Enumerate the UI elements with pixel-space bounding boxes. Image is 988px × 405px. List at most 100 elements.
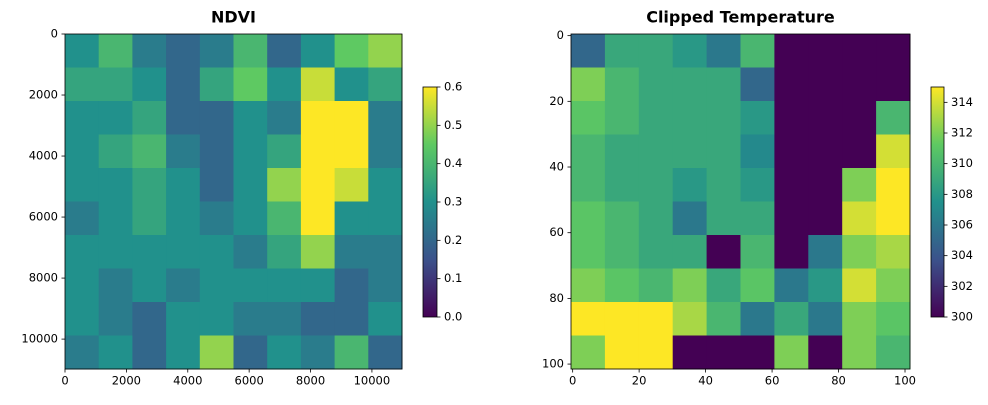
heat-cell (233, 235, 268, 269)
heat-cell (65, 335, 100, 370)
heat-cell (706, 101, 741, 135)
x-tick-label: 60 (765, 374, 780, 388)
y-tick-label: 60 (549, 225, 564, 239)
heat-cell (300, 134, 336, 169)
heat-cell (808, 201, 843, 236)
heat-cell (199, 302, 234, 336)
heat-cell (638, 34, 674, 68)
y-tick-label: 8000 (29, 271, 58, 285)
heat-cell (368, 201, 403, 236)
heat-cell (166, 101, 201, 135)
heat-cell (876, 201, 911, 236)
heat-cell (368, 67, 403, 102)
heat-cell (672, 335, 708, 370)
x-tick-label: 6000 (235, 374, 264, 388)
heat-cell (98, 302, 133, 336)
heat-cell (267, 134, 302, 169)
heat-cell (334, 134, 369, 169)
heat-cell (368, 335, 403, 370)
heat-cell (132, 302, 167, 336)
heat-cell (98, 235, 133, 269)
heat-cell (98, 134, 133, 169)
heat-cell (842, 168, 877, 202)
colorbar (422, 86, 438, 318)
heat-cell (842, 67, 877, 102)
heat-cell (334, 335, 369, 370)
heat-cell (166, 268, 201, 303)
heat-cell (65, 268, 100, 303)
heat-cell (368, 34, 403, 68)
heat-cell (233, 134, 268, 169)
heat-cell (876, 67, 911, 102)
colorbar-tick-label: 302 (951, 279, 973, 293)
heat-cell (808, 101, 843, 135)
heat-cell (334, 302, 369, 336)
heat-cell (199, 134, 234, 169)
x-tick-label: 100 (894, 374, 916, 388)
heat-cell (233, 168, 268, 202)
heat-cell (706, 34, 741, 68)
heat-cell (267, 168, 302, 202)
heat-cell (808, 335, 843, 370)
heat-cell (604, 268, 640, 303)
heat-cell (672, 101, 708, 135)
heat-cell (233, 201, 268, 236)
heat-cell (571, 134, 606, 169)
axes-frame (570, 33, 911, 370)
colorbar-tick-label: 308 (951, 187, 973, 201)
colorbar-tick-label: 0.6 (444, 80, 462, 94)
heat-cell (300, 67, 336, 102)
heat-cell (638, 201, 674, 236)
y-tick-label: 10000 (21, 332, 58, 346)
heat-cell (808, 235, 843, 269)
heat-cell (368, 268, 403, 303)
heat-cell (334, 201, 369, 236)
heat-cell (774, 34, 809, 68)
heat-cell (740, 268, 775, 303)
heat-cell (706, 67, 741, 102)
heat-cell (638, 302, 674, 336)
heat-cell (233, 268, 268, 303)
heat-cell (638, 134, 674, 169)
heat-cell (706, 335, 741, 370)
heat-cell (199, 235, 234, 269)
heat-cell (199, 201, 234, 236)
y-tick-label: 100 (542, 357, 564, 371)
y-tick-label: 2000 (29, 88, 58, 102)
heat-cell (774, 201, 809, 236)
x-tick-label: 20 (632, 374, 647, 388)
heat-cell (98, 168, 133, 202)
colorbar-tick-label: 314 (951, 95, 973, 109)
heat-cell (740, 67, 775, 102)
heat-cell (740, 134, 775, 169)
heat-cell (842, 201, 877, 236)
heat-cell (808, 168, 843, 202)
heat-cell (300, 335, 336, 370)
heat-cell (672, 67, 708, 102)
heat-cell (65, 101, 100, 135)
heat-cell (233, 335, 268, 370)
heat-cell (774, 335, 809, 370)
heat-cell (604, 168, 640, 202)
heat-cell (740, 302, 775, 336)
heat-cell (571, 335, 606, 370)
heat-cell (571, 67, 606, 102)
heat-cell (672, 34, 708, 68)
heat-cell (267, 201, 302, 236)
y-tick-label: 0 (51, 27, 58, 41)
heat-cell (132, 67, 167, 102)
heat-cell (571, 268, 606, 303)
heat-cell (774, 134, 809, 169)
heat-cell (132, 335, 167, 370)
heat-cell (166, 335, 201, 370)
heat-cell (672, 201, 708, 236)
heat-cell (98, 34, 133, 68)
heat-cell (98, 101, 133, 135)
heat-cell (808, 34, 843, 68)
y-tick-label: 80 (549, 291, 564, 305)
colorbar-tick-label: 312 (951, 126, 973, 140)
heat-cell (98, 335, 133, 370)
heat-cell (300, 168, 336, 202)
chart-title: Clipped Temperature (646, 8, 835, 27)
heat-cell (842, 302, 877, 336)
